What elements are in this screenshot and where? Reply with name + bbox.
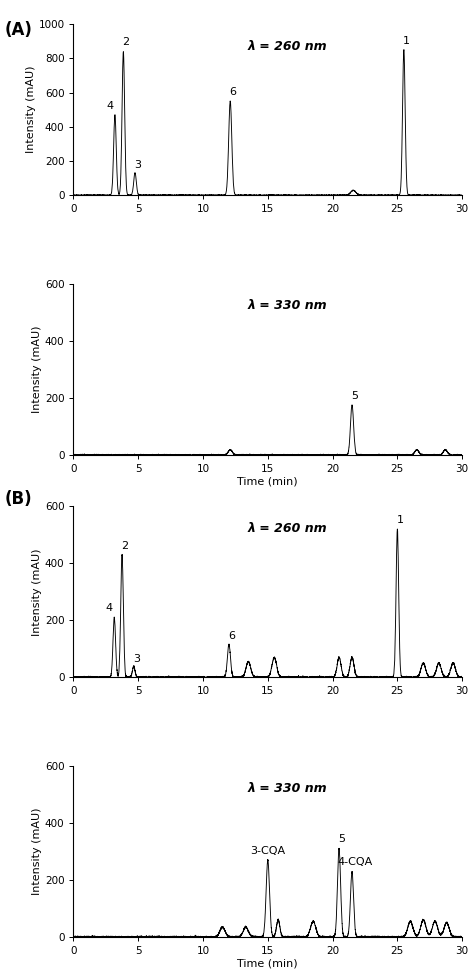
- Text: 3: 3: [134, 160, 141, 170]
- Y-axis label: Intensity (mAU): Intensity (mAU): [32, 549, 42, 636]
- Text: 5: 5: [338, 834, 345, 845]
- Text: (A): (A): [5, 21, 33, 40]
- Text: λ = 330 nm: λ = 330 nm: [247, 782, 327, 794]
- Text: 4-CQA: 4-CQA: [337, 857, 372, 867]
- X-axis label: Time (min): Time (min): [237, 958, 298, 969]
- Text: 1: 1: [396, 515, 403, 525]
- Text: 2: 2: [122, 37, 129, 48]
- Text: 3-CQA: 3-CQA: [250, 846, 285, 855]
- Text: λ = 260 nm: λ = 260 nm: [247, 40, 327, 52]
- Text: 5: 5: [351, 390, 358, 401]
- Text: 2: 2: [121, 541, 128, 551]
- X-axis label: Time (min): Time (min): [237, 477, 298, 486]
- Text: λ = 330 nm: λ = 330 nm: [247, 299, 327, 313]
- Text: 3: 3: [134, 653, 140, 663]
- Y-axis label: Intensity (mAU): Intensity (mAU): [32, 808, 42, 895]
- Y-axis label: Intensity (mAU): Intensity (mAU): [26, 66, 36, 153]
- Y-axis label: Intensity (mAU): Intensity (mAU): [32, 325, 42, 413]
- Text: 6: 6: [229, 86, 237, 97]
- Text: 1: 1: [403, 36, 410, 46]
- Text: λ = 260 nm: λ = 260 nm: [247, 521, 327, 535]
- Text: 6: 6: [228, 631, 236, 641]
- Text: (B): (B): [5, 490, 32, 509]
- Text: 4: 4: [106, 603, 113, 614]
- Text: 4: 4: [106, 101, 113, 111]
